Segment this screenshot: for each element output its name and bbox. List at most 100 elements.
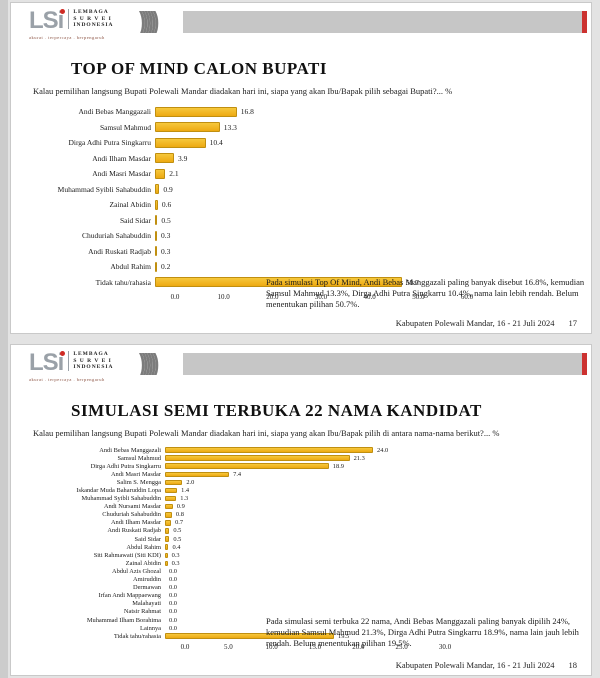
value-label: 0.4 bbox=[172, 543, 181, 551]
bar-chart-semi-terbuka: Andi Bebas Manggazali 24.0 Samsul Mahmud 21… bbox=[11, 446, 591, 656]
category-label: Said Sidar bbox=[119, 215, 151, 225]
chart-row: Lainnya 0.0 bbox=[11, 624, 591, 632]
banner-bar bbox=[183, 353, 582, 375]
logo-tagline: akurat . terpercaya . berpengaruh bbox=[29, 377, 105, 382]
bar-track: 0.0 bbox=[165, 608, 425, 616]
bar-track: 16.8 bbox=[155, 104, 447, 120]
bar bbox=[155, 184, 160, 195]
category-label: Samsul Mahmud bbox=[117, 454, 162, 462]
slide-18: LSi LEMBAGA S U R V E I INDONESIA akurat… bbox=[10, 344, 592, 676]
header-banner: )))))) bbox=[139, 353, 587, 375]
lsi-mark: LSi bbox=[29, 349, 66, 376]
bar-track: 0.9 bbox=[165, 503, 425, 511]
chart-row: Muhammad Syibli Sahabuddin 1.3 bbox=[11, 495, 591, 503]
bar bbox=[165, 544, 169, 550]
value-label: 7.4 bbox=[233, 470, 242, 478]
bar-track: 0.4 bbox=[165, 543, 425, 551]
chart-row: Andi Bebas Manggazali 24.0 bbox=[11, 446, 591, 454]
value-label: 0.0 bbox=[169, 624, 177, 632]
value-label: 16.8 bbox=[240, 107, 254, 117]
bar-track: 0.0 bbox=[165, 592, 425, 600]
bar-track: 50.7 bbox=[155, 275, 447, 291]
banner-red-cap bbox=[582, 353, 587, 375]
value-label: 1.4 bbox=[181, 487, 190, 495]
chart-row: Muhammad Ilham Borahima 0.0 bbox=[11, 616, 591, 624]
category-label: Tidak tahu/rahasia bbox=[95, 277, 151, 287]
slide-footer: Kabupaten Polewali Mandar, 16 - 21 Juli … bbox=[396, 660, 577, 670]
category-label: Zainal Abidin bbox=[109, 200, 151, 210]
lsi-red-dot-icon bbox=[60, 9, 66, 14]
bar bbox=[165, 503, 173, 510]
value-label: 0.3 bbox=[161, 246, 171, 256]
axis-tick: 30.0 bbox=[314, 293, 328, 301]
category-label: Zainal Abidin bbox=[125, 559, 161, 567]
value-label: 0.0 bbox=[169, 576, 177, 584]
axis-tick: 20.0 bbox=[352, 643, 365, 652]
x-axis: 0.0 10.0 20.0 30.0 40.0 50.0 60.0 bbox=[171, 293, 474, 306]
lsi-logo-text: LEMBAGA S U R V E I INDONESIA bbox=[68, 9, 113, 29]
bar-track: 0.2 bbox=[155, 259, 447, 275]
bar bbox=[155, 106, 237, 117]
bar-track: 10.4 bbox=[155, 135, 447, 151]
bar bbox=[155, 153, 174, 164]
lsi-logo: LSi LEMBAGA S U R V E I INDONESIA akurat… bbox=[29, 9, 114, 41]
category-label: Natsir Rahmat bbox=[123, 608, 161, 616]
survey-question: Kalau pemilihan langsung Bupati Polewali… bbox=[33, 428, 500, 438]
bar-track: 0.9 bbox=[155, 182, 447, 198]
value-label: 0.0 bbox=[169, 616, 177, 624]
bar-track: 0.3 bbox=[165, 559, 425, 567]
bar-track: 24.0 bbox=[165, 446, 425, 454]
category-label: Dirga Adhi Putra Singkarru bbox=[90, 462, 161, 470]
axis-tick: 30.0 bbox=[438, 643, 452, 652]
value-label: 0.0 bbox=[169, 608, 177, 616]
logo-line3: INDONESIA bbox=[73, 364, 114, 370]
chart-row: Natsir Rahmat 0.0 bbox=[11, 608, 591, 616]
chart-row: Tidak tahu/rahasia 19.5 bbox=[11, 632, 591, 640]
chart-row: Amiruddin 0.0 bbox=[11, 576, 591, 584]
footer-text: Kabupaten Polewali Mandar, 16 - 21 Juli … bbox=[395, 318, 555, 328]
slide-footer: Kabupaten Polewali Mandar, 16 - 21 Juli … bbox=[396, 318, 577, 328]
category-label: Lainnya bbox=[140, 624, 161, 632]
bar bbox=[155, 261, 157, 272]
chart-row: Irfan Andi Mappaewang 0.0 bbox=[11, 592, 591, 600]
survey-question: Kalau pemilihan langsung Bupati Polewali… bbox=[33, 86, 453, 96]
value-label: 2.0 bbox=[186, 478, 195, 486]
logo-line1: LEMBAGA bbox=[73, 351, 109, 357]
category-label: Tidak tahu/rahasia bbox=[113, 632, 161, 640]
header-banner: )))))) bbox=[139, 11, 587, 33]
category-label: Said Sidar bbox=[134, 535, 161, 543]
banner-arcs-icon: )))))) bbox=[139, 11, 159, 33]
value-label: 0.9 bbox=[163, 184, 173, 194]
value-label: 18.9 bbox=[332, 462, 344, 470]
chart-row: Tidak tahu/rahasia 50.7 bbox=[11, 275, 591, 291]
value-label: 0.7 bbox=[175, 519, 184, 527]
value-label: 50.7 bbox=[405, 277, 419, 287]
bar-track: 18.9 bbox=[165, 462, 425, 470]
chart-row: Chuduriah Sahabuddin 0.8 bbox=[11, 511, 591, 519]
chart-row: Chuduriah Sahabuddin 0.3 bbox=[11, 228, 591, 244]
bar bbox=[155, 246, 157, 257]
bar bbox=[155, 137, 206, 148]
chart-row: Said Sidar 0.5 bbox=[11, 213, 591, 229]
category-label: Andi Masri Masdar bbox=[92, 169, 151, 179]
chart-row: Andi Ilham Masdar 0.7 bbox=[11, 519, 591, 527]
value-label: 0.2 bbox=[161, 262, 171, 272]
axis-tick: 0.0 bbox=[170, 293, 180, 301]
value-label: 2.1 bbox=[169, 169, 179, 179]
bar-chart-top-of-mind: Andi Bebas Manggazali 16.8 Samsul Mahmud 13… bbox=[11, 104, 591, 309]
value-label: 0.3 bbox=[171, 559, 180, 567]
value-label: 1.3 bbox=[180, 495, 189, 503]
axis-tick: 50.0 bbox=[412, 293, 425, 301]
value-label: 0.5 bbox=[173, 535, 182, 543]
bar bbox=[165, 512, 172, 518]
chart-rows: Andi Bebas Manggazali 16.8 Samsul Mahmud 13… bbox=[11, 104, 591, 290]
value-label: 0.6 bbox=[161, 200, 172, 210]
x-axis: 0.0 5.0 10.0 15.0 20.0 25.0 30.0 bbox=[181, 643, 452, 656]
bar-track: 7.4 bbox=[165, 470, 425, 478]
bar bbox=[165, 455, 350, 461]
chart-row: Zainal Abidin 0.6 bbox=[11, 197, 591, 213]
chart-row: Samsul Mahmud 13.3 bbox=[11, 120, 591, 136]
bar bbox=[165, 552, 168, 559]
category-label: Irfan Andi Mappaewang bbox=[98, 592, 161, 600]
bar bbox=[155, 122, 220, 133]
